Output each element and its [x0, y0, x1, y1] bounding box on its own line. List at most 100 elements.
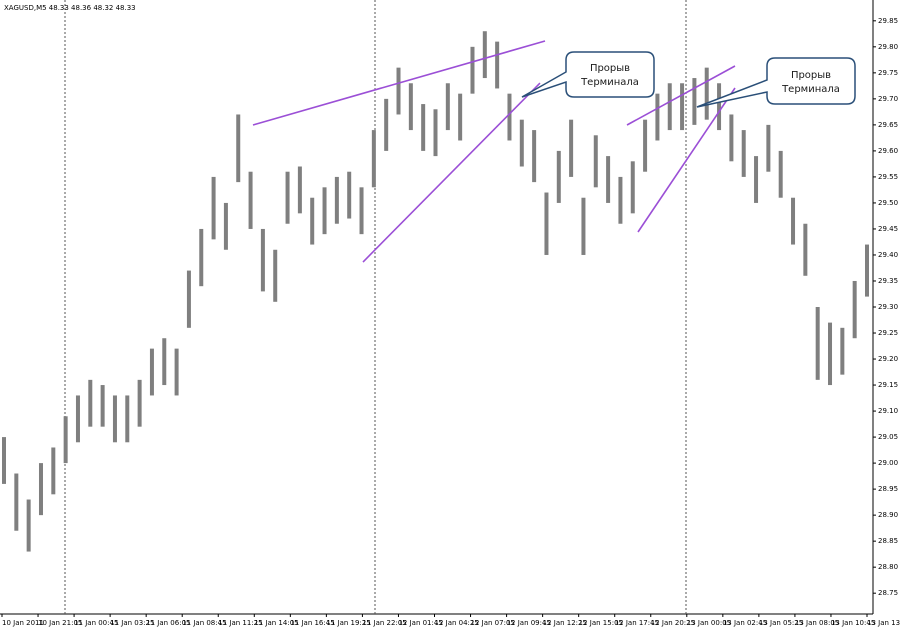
price-bar: [791, 197, 796, 245]
price-bar: [26, 499, 31, 552]
price-bar: [667, 83, 672, 131]
x-tick-label: 13 Jan 02:45: [723, 619, 767, 627]
price-bar: [532, 130, 537, 183]
y-tick-label: 28.85: [878, 537, 898, 545]
price-bar: [606, 156, 611, 203]
price-bar: [655, 93, 660, 141]
x-tick-label: 11 Jan 11:25: [218, 619, 262, 627]
price-bar: [273, 249, 278, 302]
price-bar: [581, 197, 586, 255]
price-bars: [2, 31, 869, 552]
x-tick-label: 13 Jan 10:45: [831, 619, 875, 627]
price-bar: [828, 322, 833, 386]
price-bar: [729, 114, 734, 162]
price-bar: [384, 98, 389, 151]
price-bar: [347, 171, 352, 219]
price-bar: [137, 379, 142, 427]
price-bar: [14, 473, 19, 531]
price-bar: [680, 83, 685, 131]
price-bar: [618, 176, 623, 224]
callout-line: Прорыв: [590, 63, 630, 74]
price-bar: [482, 31, 487, 79]
y-tick-label: 29.25: [878, 329, 898, 337]
y-tick-label: 29.35: [878, 277, 898, 285]
price-bar: [519, 119, 524, 167]
price-bar: [174, 348, 179, 396]
price-bar: [334, 176, 339, 224]
price-bar: [125, 395, 130, 443]
price-bar: [75, 395, 80, 443]
price-bar: [852, 280, 857, 339]
price-bar: [359, 187, 364, 235]
callout-line: Прорыв: [791, 70, 831, 81]
x-tick-label: 12 Jan 04:25: [435, 619, 479, 627]
x-tick-label: 11 Jan 22:05: [362, 619, 406, 627]
price-bar: [199, 228, 204, 287]
price-bar: [556, 150, 561, 203]
y-tick-label: 29.75: [878, 69, 898, 77]
price-bar: [507, 93, 512, 141]
y-tick-label: 29.50: [878, 199, 898, 207]
price-bar: [408, 83, 413, 131]
callout-line: Терминала: [781, 84, 840, 95]
y-tick-label: 28.75: [878, 589, 898, 597]
price-bar: [260, 228, 265, 292]
y-tick-label: 29.55: [878, 173, 898, 181]
x-tick-label: 12 Jan 17:45: [615, 619, 659, 627]
y-tick-label: 28.80: [878, 563, 898, 571]
price-bar: [766, 124, 771, 172]
price-bar: [692, 78, 697, 125]
x-tick-label: 10 Jan 21:05: [38, 619, 82, 627]
price-bar: [285, 171, 290, 224]
chart-title: XAGUSD,M5 48.33 48.36 48.32 48.33: [4, 4, 136, 12]
price-bar: [51, 447, 56, 495]
price-bar: [544, 192, 549, 255]
y-tick-label: 28.95: [878, 485, 898, 493]
price-bar: [223, 202, 228, 250]
price-bar: [840, 327, 845, 375]
y-tick-label: 29.00: [878, 459, 898, 467]
y-tick-label: 29.40: [878, 251, 898, 259]
price-bar: [433, 109, 438, 157]
callout-box: [521, 51, 655, 98]
price-bar: [630, 161, 635, 214]
price-bar: [396, 67, 401, 115]
y-tick-label: 29.85: [878, 17, 898, 25]
y-tick-label: 29.15: [878, 381, 898, 389]
price-bar: [310, 197, 315, 245]
price-bar: [421, 104, 426, 151]
y-tick-label: 29.30: [878, 303, 898, 311]
x-tick-label: 11 Jan 06:05: [146, 619, 190, 627]
price-bar: [741, 130, 746, 177]
x-tick-label: 11 Jan 16:45: [290, 619, 334, 627]
x-tick-label: 12 Jan 12:25: [543, 619, 587, 627]
price-bar: [778, 150, 783, 198]
trend-line: [637, 87, 736, 233]
callout: Прорыв Терминала: [521, 51, 655, 98]
price-bar: [2, 437, 6, 484]
y-tick-label: 29.10: [878, 407, 898, 415]
price-bar: [458, 93, 463, 141]
y-tick-label: 29.45: [878, 225, 898, 233]
price-bar: [569, 119, 574, 177]
x-tick-label: 12 Jan 15:05: [579, 619, 623, 627]
price-bar: [322, 187, 327, 235]
price-bar: [186, 270, 191, 328]
price-bar: [149, 348, 154, 396]
price-bar: [112, 395, 117, 443]
price-bar: [297, 166, 302, 214]
x-tick-label: 10 Jan 2011: [2, 619, 44, 627]
x-tick-label: 13 Jan 00:05: [687, 619, 731, 627]
price-bar: [593, 135, 598, 188]
y-tick-label: 29.65: [878, 121, 898, 129]
x-tick-label: 13 Jan 13:25: [867, 619, 900, 627]
price-bar: [248, 171, 253, 229]
x-tick-label: 11 Jan 14:05: [254, 619, 298, 627]
price-bar: [717, 83, 722, 131]
y-tick-label: 29.60: [878, 147, 898, 155]
price-bar: [236, 114, 241, 183]
price-bar: [704, 67, 709, 120]
x-tick-label: 11 Jan 03:25: [110, 619, 154, 627]
